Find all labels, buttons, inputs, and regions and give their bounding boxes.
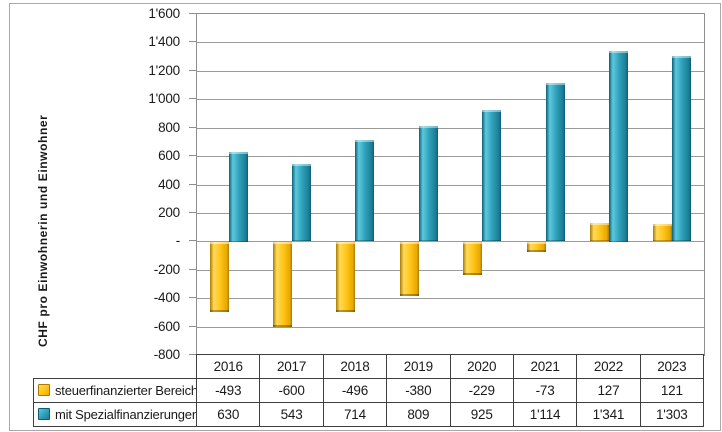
y-tick-label: - xyxy=(175,233,180,249)
y-tick-mark xyxy=(189,240,196,241)
y-tick-mark xyxy=(189,127,196,128)
gridline xyxy=(197,128,704,129)
value-cell: 127 xyxy=(576,378,641,403)
value-cell: 630 xyxy=(195,402,261,427)
gridline xyxy=(197,241,704,242)
value-cell: 543 xyxy=(259,402,324,427)
value-cell: 925 xyxy=(449,402,514,427)
value-cell: 121 xyxy=(639,378,705,403)
year-header-cell: 2017 xyxy=(259,354,324,379)
data-table: 2016 2017 2018 2019 2020 2021 2022 2023 steuerfi… xyxy=(33,354,705,427)
plot-area xyxy=(196,13,705,356)
value-cell: -73 xyxy=(512,378,578,403)
value-cell: -380 xyxy=(386,378,451,403)
y-tick-mark xyxy=(189,269,196,270)
value-cell: -600 xyxy=(259,378,324,403)
y-tick-label: -200 xyxy=(153,261,180,277)
series-color-swatch-icon xyxy=(38,384,50,396)
bar-series2-2022 xyxy=(609,51,628,242)
gridline xyxy=(197,270,704,271)
y-tick-mark xyxy=(189,184,196,185)
y-tick-mark xyxy=(189,155,196,156)
legend-cell: steuerfinanzierter Bereich xyxy=(33,378,197,403)
gridline xyxy=(197,99,704,100)
value-cell: 1'303 xyxy=(639,402,705,427)
y-tick-mark xyxy=(189,297,196,298)
y-tick-mark xyxy=(189,98,196,99)
gridline xyxy=(197,71,704,72)
value-cell: 1'114 xyxy=(512,402,578,427)
bar-series2-2018 xyxy=(355,140,374,241)
value-cell: -493 xyxy=(195,378,261,403)
y-tick-mark xyxy=(189,354,196,355)
bar-series1-2021 xyxy=(527,242,546,252)
bar-series1-2019 xyxy=(400,242,419,296)
bar-series2-2021 xyxy=(546,83,565,241)
table-row: steuerfinanzierter Bereich -493 -600 -496 -3… xyxy=(33,378,705,403)
year-header-cell: 2019 xyxy=(386,354,451,379)
value-cell: 714 xyxy=(322,402,388,427)
y-tick-label: 800 xyxy=(158,119,180,135)
bar-series2-2020 xyxy=(482,110,501,241)
gridline xyxy=(197,298,704,299)
bar-series1-2016 xyxy=(210,242,229,312)
bar-series1-2020 xyxy=(463,242,482,275)
bar-series1-2023 xyxy=(653,224,672,241)
y-tick-label: 1'400 xyxy=(148,34,180,50)
year-header-cell: 2018 xyxy=(322,354,388,379)
value-cell: -229 xyxy=(449,378,514,403)
year-header-cell: 2020 xyxy=(449,354,514,379)
year-header-cell: 2023 xyxy=(639,354,705,379)
y-tick-mark xyxy=(189,13,196,14)
y-tick-mark xyxy=(189,212,196,213)
year-header-cell: 2016 xyxy=(195,354,261,379)
bar-series1-2017 xyxy=(273,242,292,327)
y-tick-label: 200 xyxy=(158,204,180,220)
y-tick-mark xyxy=(189,41,196,42)
y-axis-title: CHF pro Einwohnerin und Einwohner xyxy=(36,114,50,347)
gridline xyxy=(197,42,704,43)
y-tick-label: 600 xyxy=(158,148,180,164)
bar-series2-2023 xyxy=(672,56,691,241)
table-corner-blank xyxy=(34,355,197,379)
y-tick-label: 1'600 xyxy=(148,6,180,21)
y-tick-label: -800 xyxy=(153,347,180,362)
series-name-label: steuerfinanzierter Bereich xyxy=(55,383,197,398)
y-tick-mark xyxy=(189,326,196,327)
series-name-label: mit Spezialfinanzierungen xyxy=(55,407,197,422)
bar-series2-2017 xyxy=(292,164,311,241)
year-header-cell: 2022 xyxy=(576,354,641,379)
series-color-swatch-icon xyxy=(38,408,50,420)
bar-series1-2018 xyxy=(336,242,355,312)
table-row: mit Spezialfinanzierungen 630 543 714 809 925… xyxy=(33,402,705,427)
bar-series2-2016 xyxy=(229,152,248,242)
y-tick-label: 1'000 xyxy=(148,91,180,107)
y-tick-mark xyxy=(189,70,196,71)
legend-cell: mit Spezialfinanzierungen xyxy=(33,402,197,427)
y-tick-label: 1'200 xyxy=(148,62,180,78)
year-header-cell: 2021 xyxy=(512,354,578,379)
gridline xyxy=(197,327,704,328)
value-cell: 809 xyxy=(386,402,451,427)
y-tick-label: -400 xyxy=(153,290,180,306)
value-cell: 1'341 xyxy=(576,402,641,427)
y-tick-label: -600 xyxy=(153,318,180,334)
y-tick-label: 400 xyxy=(158,176,180,192)
gridline xyxy=(197,213,704,214)
value-cell: -496 xyxy=(322,378,388,403)
gridline xyxy=(197,185,704,186)
bar-series1-2022 xyxy=(590,223,609,241)
bar-series2-2019 xyxy=(419,126,438,241)
gridline xyxy=(197,156,704,157)
